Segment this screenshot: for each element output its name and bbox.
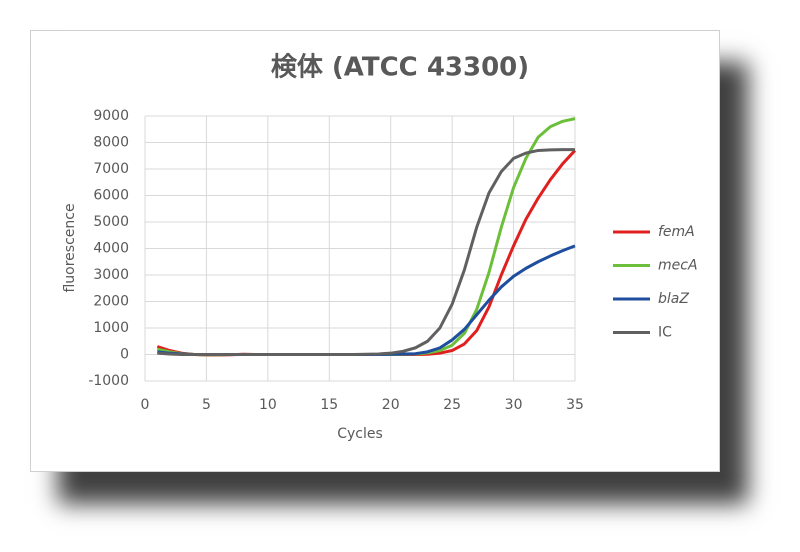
y-tick-label: 7000 <box>93 161 129 177</box>
x-tick-label: 5 <box>202 397 211 413</box>
legend-label: IC <box>658 325 672 341</box>
x-tick-label: 10 <box>259 397 277 413</box>
series-line <box>157 148 575 356</box>
x-tick-label: 20 <box>382 397 400 413</box>
series-line <box>157 244 576 356</box>
x-tick-label: 15 <box>320 397 338 413</box>
y-tick-label: 6000 <box>93 188 129 204</box>
y-tick-label: -1000 <box>88 373 129 389</box>
legend-label: mecA <box>658 258 698 274</box>
y-tick-label: 5000 <box>93 214 129 230</box>
series-line <box>156 117 576 357</box>
x-axis-label: Cycles <box>337 426 383 442</box>
chart-title: 検体 (ATCC 43300) <box>271 53 529 83</box>
y-tick-label: 0 <box>120 347 129 363</box>
x-tick-label: 0 <box>141 397 150 413</box>
y-tick-label: 4000 <box>93 241 129 257</box>
x-tick-label: 30 <box>505 397 523 413</box>
y-tick-label: 9000 <box>93 108 129 124</box>
y-tick-label: 3000 <box>93 267 129 283</box>
legend-label: blaZ <box>658 291 689 307</box>
x-tick-label: 25 <box>443 397 461 413</box>
legend-label: femA <box>658 224 695 240</box>
y-axis-label: fluorescence <box>62 203 78 292</box>
y-tick-label: 1000 <box>93 320 129 336</box>
y-tick-label: 2000 <box>93 294 129 310</box>
y-tick-label: 8000 <box>93 135 129 151</box>
series-line <box>156 149 577 357</box>
x-tick-label: 35 <box>566 397 584 413</box>
